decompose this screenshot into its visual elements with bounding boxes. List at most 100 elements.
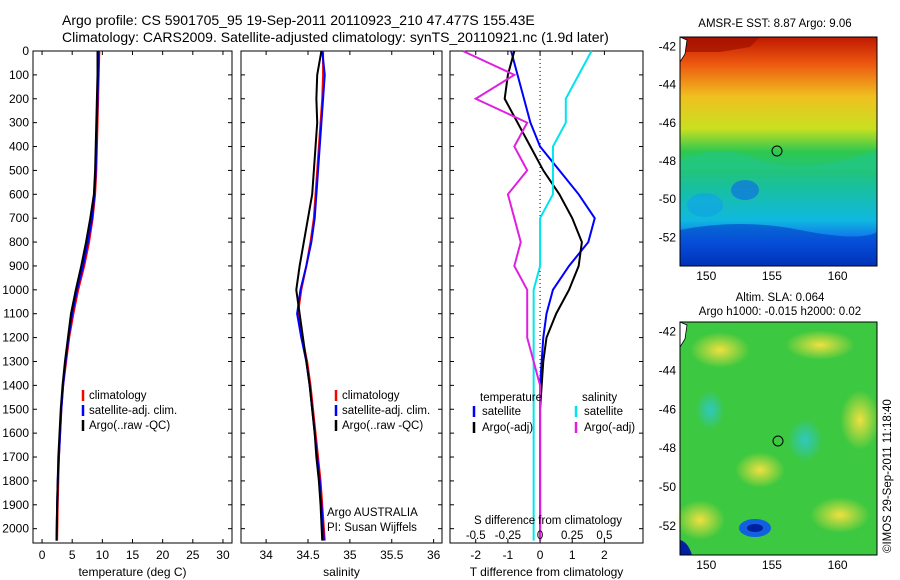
legend-label: satellite [584,406,623,418]
x-tick-label: 35.5 [380,548,404,562]
x-axis-label: salinity [323,565,360,579]
x-tick-label: 1 [569,548,576,562]
figure-title-line-2: Climatology: CARS2009. Satellite-adjuste… [62,29,609,45]
argo-float-marker-sla [772,435,784,447]
depth-tick-label: 1600 [2,426,29,440]
top-axis-tick-label: 0 [537,530,543,542]
profile-panel-3: -2 -1 0 1 2 T difference from climatology temp… [449,50,644,579]
legend-label: satellite [482,406,521,418]
profile-panel-2: 34 34.5 35 35.5 36 salinity climatology satelli… [240,50,443,579]
map-y-tick-label: -52 [659,519,677,533]
panel-frame [240,50,443,544]
argo-float-marker-sst [771,145,783,157]
series-line-1 [510,50,596,541]
x-axis-label: T difference from climatology [470,565,624,579]
x-axis-label: temperature (deg C) [78,565,186,579]
map-y-tick-label: -44 [659,78,677,92]
x-axis-label-top: S difference from climatology [474,515,622,527]
legend-label: satellite-adj. clim. [342,405,430,417]
x-tick-label: 2 [601,548,608,562]
depth-tick-label: 600 [9,187,29,201]
x-tick-label: 10 [96,548,110,562]
legend-label: Argo(-adj) [584,422,635,434]
map-y-tick-label: -46 [659,116,677,130]
top-axis-tick-label: -0.5 [466,530,486,542]
x-tick-label: -2 [470,548,481,562]
top-axis-tick-label: 0.25 [561,530,583,542]
x-tick-label: 15 [126,548,140,562]
series-line-3 [55,51,99,541]
x-tick-label: 34 [259,548,273,562]
x-tick-label: 35 [343,548,357,562]
series-line-3 [295,50,324,541]
map-y-tick-label: -46 [659,402,677,416]
map-y-tick-label: -42 [659,325,677,339]
depth-tick-label: 1300 [2,354,29,368]
depth-tick-label: 1500 [2,402,29,416]
depth-tick-label: 0 [22,44,29,58]
legend-title-temperature: temperature [480,392,542,404]
legend-label: Argo(..raw -QC) [89,420,170,432]
map-y-tick-label: -48 [659,441,677,455]
x-tick-label: 5 [69,548,76,562]
panel-frame [32,50,233,544]
x-tick-label: 25 [186,548,200,562]
top-axis-tick-label: -0.25 [495,530,521,542]
map-y-tick-label: -50 [659,480,677,494]
legend-label: climatology [89,390,147,402]
depth-tick-label: 500 [9,163,29,177]
legend-label: Argo(-adj) [482,422,533,434]
sla-map: Altim. SLA: 0.064 Argo h1000: -0.015 h20… [675,292,880,556]
sla-map-title-line-1: Altim. SLA: 0.064 [736,292,825,304]
map-y-tick-label: -44 [659,364,677,378]
sst-map: AMSR-E SST: 8.87 Argo: 9.06 [679,18,878,267]
map-y-tick-label: -48 [659,154,677,168]
series-line-3 [532,50,593,541]
map-x-tick-label: 150 [696,558,716,572]
sla-map-title-line-2: Argo h1000: -0.015 h2000: 0.02 [699,306,861,318]
sst-map-title: AMSR-E SST: 8.87 Argo: 9.06 [698,18,851,30]
depth-tick-label: 2000 [2,522,29,536]
top-axis-tick-label: 0.5 [596,530,612,542]
depth-tick-label: 100 [9,68,29,82]
legend-label: satellite-adj. clim. [89,405,177,417]
map-x-tick-label: 150 [696,269,716,283]
depth-tick-label: 1900 [2,498,29,512]
annotation-line-1: Argo AUSTRALIA [327,507,418,519]
series-line-1 [56,50,101,541]
map-x-tick-label: 160 [828,269,848,283]
depth-tick-label: 400 [9,140,29,154]
map-y-tick-label: -52 [659,230,677,244]
map-y-tick-label: -42 [659,40,677,54]
depth-tick-label: 1200 [2,331,29,345]
x-tick-label: 34.5 [296,548,320,562]
map-x-tick-label: 155 [762,558,782,572]
legend-label: Argo(..raw -QC) [342,420,423,432]
x-tick-label: 30 [216,548,230,562]
annotation-line-2: PI: Susan Wijffels [327,522,417,534]
depth-tick-label: 1800 [2,474,29,488]
depth-tick-label: 1100 [3,307,29,321]
depth-tick-label: 300 [9,116,29,130]
imos-credit: ©IMOS 29-Sep-2011 11:18:40 [882,399,894,553]
depth-tick-label: 1000 [2,283,29,297]
x-tick-label: 36 [427,548,441,562]
map-y-tick-label: -50 [659,192,677,206]
depth-tick-label: 700 [9,211,29,225]
figure-title-line-1: Argo profile: CS 5901705_95 19-Sep-2011 … [62,12,535,28]
depth-tick-label: 200 [9,92,29,106]
legend-label: climatology [342,390,400,402]
profile-panel-1: 0 5 10 15 20 25 300100200300400500600700800900… [2,44,233,579]
x-tick-label: -1 [503,548,514,562]
depth-tick-label: 1400 [2,378,29,392]
legend-title-salinity: salinity [582,392,617,404]
depth-tick-label: 800 [9,235,29,249]
x-tick-label: 0 [537,548,544,562]
depth-tick-label: 900 [9,259,29,273]
series-line-2 [503,50,583,541]
map-x-tick-label: 160 [828,558,848,572]
x-tick-label: 20 [156,548,170,562]
map-x-tick-label: 155 [762,269,782,283]
panel-frame [449,50,644,544]
